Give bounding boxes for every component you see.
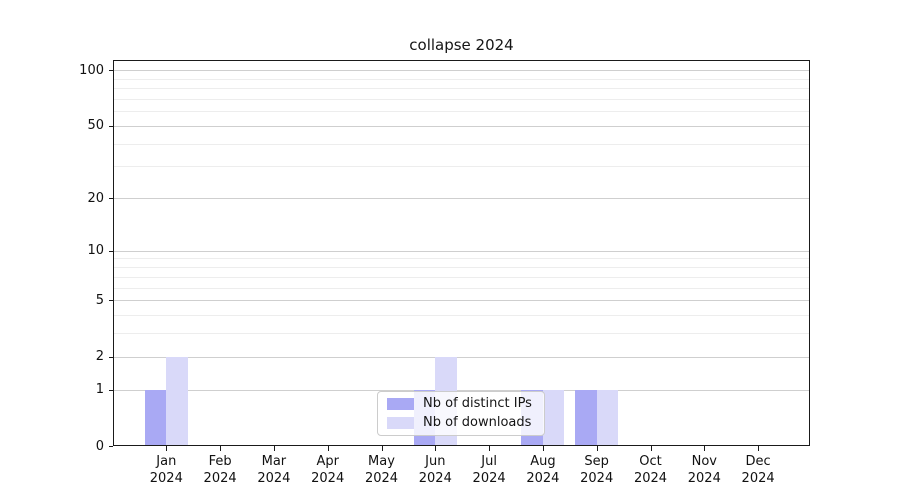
gridline-minor-4 <box>113 314 810 316</box>
legend-label-distinct-ips: Nb of distinct IPs <box>423 396 532 411</box>
y-tick-mark-20 <box>109 198 113 199</box>
gridline-minor-9 <box>113 258 810 260</box>
gridline-minor-40 <box>113 143 810 145</box>
y-tick-label-0: 0 <box>95 438 104 454</box>
y-tick-label-100: 100 <box>79 62 104 78</box>
gridline-minor-7 <box>113 276 810 278</box>
legend-swatch-distinct-ips-icon <box>387 398 414 410</box>
chart-title: collapse 2024 <box>409 36 514 54</box>
x-tick-mark-jun-2024 <box>435 446 437 451</box>
legend-item-downloads: Nb of downloads <box>378 416 544 430</box>
x-tick-label-may-2024: May 2024 <box>364 454 399 486</box>
gridline-minor-90 <box>113 78 810 80</box>
gridline-minor-30 <box>113 166 810 168</box>
gridline-minor-3 <box>113 333 810 335</box>
x-tick-label-dec-2024: Dec 2024 <box>741 454 775 486</box>
gridline-minor-60 <box>113 111 810 113</box>
bar-nb-of-downloads-aug-2024 <box>542 389 565 446</box>
x-tick-mark-may-2024 <box>381 446 383 451</box>
x-tick-label-aug-2024: Aug 2024 <box>526 454 560 486</box>
x-tick-label-feb-2024: Feb 2024 <box>203 454 237 486</box>
x-tick-label-sep-2024: Sep 2024 <box>580 454 614 486</box>
gridline-major-20 <box>113 198 810 199</box>
x-tick-mark-sep-2024 <box>596 446 598 451</box>
y-tick-mark-0 <box>109 446 113 447</box>
gridline-major-10 <box>113 250 810 252</box>
x-tick-mark-nov-2024 <box>704 446 706 451</box>
gridline-minor-8 <box>113 267 810 268</box>
y-tick-mark-50 <box>109 125 113 127</box>
x-tick-label-oct-2024: Oct 2024 <box>633 454 668 486</box>
gridline-major-1 <box>113 389 810 391</box>
y-tick-label-50: 50 <box>87 118 104 134</box>
x-tick-label-jun-2024: Jun 2024 <box>418 454 452 486</box>
y-tick-mark-100 <box>109 70 113 71</box>
y-tick-label-2: 2 <box>95 349 104 364</box>
y-tick-label-10: 10 <box>87 243 104 259</box>
x-tick-mark-jan-2024 <box>166 446 168 451</box>
x-tick-label-nov-2024: Nov 2024 <box>687 454 721 486</box>
x-tick-mark-dec-2024 <box>758 446 760 451</box>
x-tick-label-apr-2024: Apr 2024 <box>311 454 345 486</box>
gridline-major-100 <box>113 70 810 71</box>
y-tick-mark-5 <box>109 300 113 301</box>
legend-swatch-downloads-icon <box>387 417 414 429</box>
gridline-minor-70 <box>113 98 810 100</box>
gridline-major-50 <box>113 125 810 127</box>
x-tick-label-mar-2024: Mar 2024 <box>257 454 291 486</box>
x-tick-mark-mar-2024 <box>273 446 275 451</box>
gridline-major-5 <box>113 300 810 301</box>
legend-item-distinct-ips: Nb of distinct IPs <box>378 397 544 411</box>
y-tick-label-1: 1 <box>95 382 104 397</box>
x-tick-mark-jul-2024 <box>489 446 491 451</box>
gridline-minor-6 <box>113 287 810 289</box>
gridline-minor-80 <box>113 88 810 89</box>
bar-nb-of-downloads-jan-2024 <box>166 356 188 446</box>
y-tick-label-5: 5 <box>95 292 104 308</box>
bar-nb-of-distinct-ips-jan-2024 <box>144 389 167 446</box>
y-tick-label-20: 20 <box>87 190 104 206</box>
gridline-major-2 <box>113 356 810 358</box>
x-tick-mark-aug-2024 <box>542 446 544 451</box>
x-tick-mark-feb-2024 <box>220 446 222 451</box>
legend-label-downloads: Nb of downloads <box>423 415 532 430</box>
y-tick-mark-10 <box>109 250 113 252</box>
legend: Nb of distinct IPs Nb of downloads <box>377 391 545 436</box>
plot-area <box>113 60 810 446</box>
x-tick-mark-oct-2024 <box>650 446 652 451</box>
x-tick-mark-apr-2024 <box>327 446 329 451</box>
bar-nb-of-downloads-sep-2024 <box>596 389 619 446</box>
x-tick-label-jan-2024: Jan 2024 <box>149 454 183 486</box>
y-tick-mark-1 <box>109 389 113 391</box>
bar-nb-of-distinct-ips-sep-2024 <box>575 389 597 446</box>
x-tick-label-jul-2024: Jul 2024 <box>472 454 506 486</box>
y-tick-mark-2 <box>109 356 113 358</box>
